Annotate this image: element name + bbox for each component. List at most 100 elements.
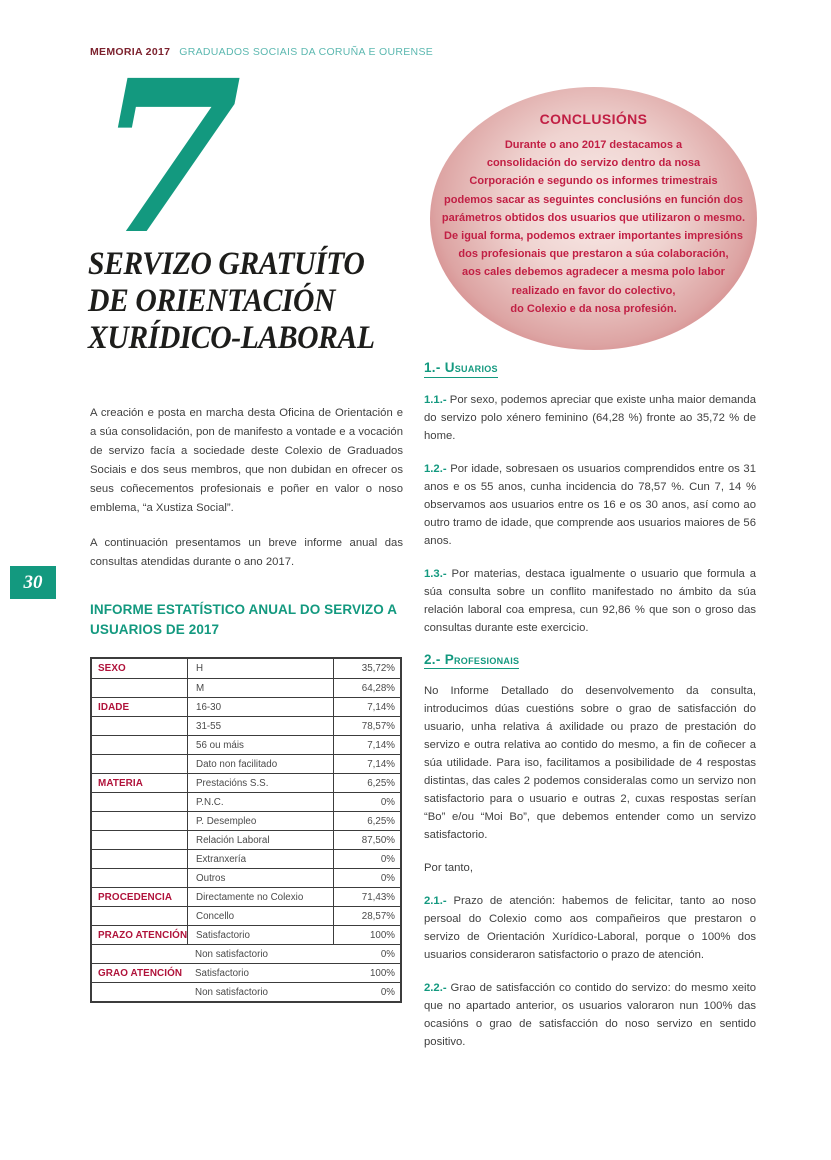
profesionais-intro-paragraph: No Informe Detallado do desenvolvemento …: [424, 685, 756, 842]
table-cell-category: [92, 755, 187, 773]
table-row: Non satisfactorio 0%: [92, 982, 400, 1001]
table-cell-label: 56 ou máis: [187, 736, 333, 754]
table-cell-category: PROCEDENCIA: [98, 891, 173, 903]
table-cell-value: 0%: [333, 850, 400, 868]
chapter-title-line: SERVIZO GRATUÍTO: [88, 246, 365, 282]
paragraph-number: 1.2.-: [424, 462, 447, 475]
page-number: 30: [23, 571, 43, 593]
table-cell-label: Non satisfactorio: [195, 986, 268, 998]
table-cell-category: IDADE: [98, 701, 130, 713]
table-row: IDADE 16-30 7,14%: [92, 697, 400, 716]
table-cell-label: Directamente no Colexio: [187, 888, 333, 906]
table-cell-value: 7,14%: [333, 736, 400, 754]
informe-paragraph: A continuación presentamos un breve info…: [90, 537, 403, 568]
section-heading-usuarios: 1.- Usuarios: [424, 360, 498, 378]
table-cell-category: [92, 983, 187, 1001]
table-cell-value: 0%: [333, 793, 400, 811]
table-row: GRAO ATENCIÓN Satisfactorio 100%: [92, 963, 400, 982]
table-row: SEXO H 35,72%: [92, 659, 400, 678]
paragraph-text: Por idade, sobresaen os usuarios compren…: [424, 462, 756, 547]
table-cell-label: Prestacións S.S.: [187, 774, 333, 792]
table-cell-label: P. Desempleo: [187, 812, 333, 830]
table-cell-value: 100%: [369, 967, 395, 979]
table-row: Concello 28,57%: [92, 906, 400, 925]
paragraph-text: Grao de satisfacción co contido do servi…: [424, 982, 756, 1049]
paragraph-text: Por materias, destaca igualmente o usuar…: [424, 567, 756, 634]
table-cell-category: [92, 831, 187, 849]
table-cell-category: [92, 736, 187, 754]
table-row: P. Desempleo 6,25%: [92, 811, 400, 830]
conclusions-text: Durante o ano 2017 destacamos a consolid…: [430, 136, 757, 318]
conclusions-line: parámetros obtidos dos usuarios que util…: [441, 211, 746, 224]
paragraph-text: Prazo de atención: habemos de felicitar,…: [424, 895, 756, 962]
conclusions-bubble: CONCLUSIÓNS Durante o ano 2017 destacamo…: [430, 87, 757, 350]
conclusions-line: aos cales debemos agradecer a mesma polo…: [462, 266, 725, 279]
table-cell-category: [92, 850, 187, 868]
table-heading: INFORME ESTATÍSTICO ANUAL DO SERVIZO A U…: [90, 602, 397, 637]
table-row: M 64,28%: [92, 678, 400, 697]
memoria-label: MEMORIA 2017: [90, 46, 171, 58]
conclusions-line: podemos sacar as seguintes conclusións e…: [444, 193, 743, 206]
table-row: P.N.C. 0%: [92, 792, 400, 811]
conclusions-title: CONCLUSIÓNS: [539, 111, 648, 127]
conclusions-line: do Colexio e da nosa profesión.: [510, 302, 677, 315]
table-cell-value: 78,57%: [333, 717, 400, 735]
chapter-title: SERVIZO GRATUÍTO DE ORIENTACIÓN XURÍDICO…: [88, 246, 375, 357]
table-cell-label: Satisfactorio: [195, 967, 249, 979]
table-cell-category: [92, 907, 187, 925]
paragraph-number: 2.2.-: [424, 982, 447, 995]
numbered-paragraph-1-3: 1.3.- Por materias, destaca igualmente o…: [424, 565, 756, 637]
page-header: MEMORIA 2017 GRADUADOS SOCIAIS DA CORUÑA …: [90, 46, 433, 58]
conclusions-line: dos profesionais que prestaron a súa col…: [458, 248, 729, 261]
table-row: Relación Laboral 87,50%: [92, 830, 400, 849]
conclusions-line: De igual forma, podemos extraer importan…: [444, 230, 743, 243]
paragraph-number: 2.1.-: [424, 895, 447, 908]
paragraph-text: Por sexo, podemos apreciar que existe un…: [424, 393, 756, 442]
table-cell-label: Relación Laboral: [187, 831, 333, 849]
table-cell-label: Concello: [187, 907, 333, 925]
table-cell-category: [92, 812, 187, 830]
table-row: PRAZO ATENCIÓN Satisfactorio 100%: [92, 925, 400, 944]
conclusions-line: consolidación do servizo dentro da nosa: [486, 157, 701, 170]
table-cell-category: GRAO ATENCIÓN: [98, 967, 183, 979]
chapter-title-line: XURÍDICO-LABORAL: [88, 319, 375, 356]
table-cell-label: Dato non facilitado: [187, 755, 333, 773]
table-cell-value: 0%: [333, 869, 400, 887]
table-cell-value: 87,50%: [333, 831, 400, 849]
table-row: Extranxería 0%: [92, 849, 400, 868]
table-cell-category: MATERIA: [98, 777, 143, 789]
table-cell-category: [92, 869, 187, 887]
table-row: 56 ou máis 7,14%: [92, 735, 400, 754]
table-cell-category: PRAZO ATENCIÓN: [98, 929, 187, 941]
table-cell-category: [92, 793, 187, 811]
conclusions-line: realizado en favor do colectivo,: [511, 284, 676, 297]
intro-text: A creación e posta en marcha desta Ofici…: [90, 404, 403, 572]
stats-table: SEXO H 35,72% M 64,28% IDADE 16-30 7,14%…: [90, 657, 402, 1003]
por-tanto-line: Por tanto,: [424, 862, 473, 875]
paragraph-number: 1.3.-: [424, 567, 447, 580]
table-cell-label: H: [187, 659, 333, 678]
table-cell-value: 64,28%: [333, 679, 400, 697]
table-cell-value: 28,57%: [333, 907, 400, 925]
table-row: PROCEDENCIA Directamente no Colexio 71,4…: [92, 887, 400, 906]
table-cell-label: 31-55: [187, 717, 333, 735]
paragraph-number: 1.1.-: [424, 393, 447, 406]
table-cell-label: P.N.C.: [187, 793, 333, 811]
table-row: Outros 0%: [92, 868, 400, 887]
table-cell-label: Satisfactorio: [187, 926, 333, 944]
table-row: 31-55 78,57%: [92, 716, 400, 735]
table-cell-value: 6,25%: [333, 812, 400, 830]
chapter-number: 7: [96, 34, 243, 281]
table-cell-label: 16-30: [187, 698, 333, 716]
conclusions-line: Corporación e segundo os informes trimes…: [469, 175, 718, 188]
numbered-paragraph-1-1: 1.1.- Por sexo, podemos apreciar que exi…: [424, 391, 756, 445]
table-cell-value: 71,43%: [333, 888, 400, 906]
table-cell-value: 7,14%: [333, 698, 400, 716]
table-cell-value: 0%: [380, 986, 395, 998]
table-row: Dato non facilitado 7,14%: [92, 754, 400, 773]
organization-label: GRADUADOS SOCIAIS DA CORUÑA E OURENSE: [179, 46, 434, 58]
table-cell-label: Non satisfactorio: [195, 948, 268, 960]
table-cell-category: [92, 679, 187, 697]
table-cell-category: SEXO: [98, 663, 126, 674]
